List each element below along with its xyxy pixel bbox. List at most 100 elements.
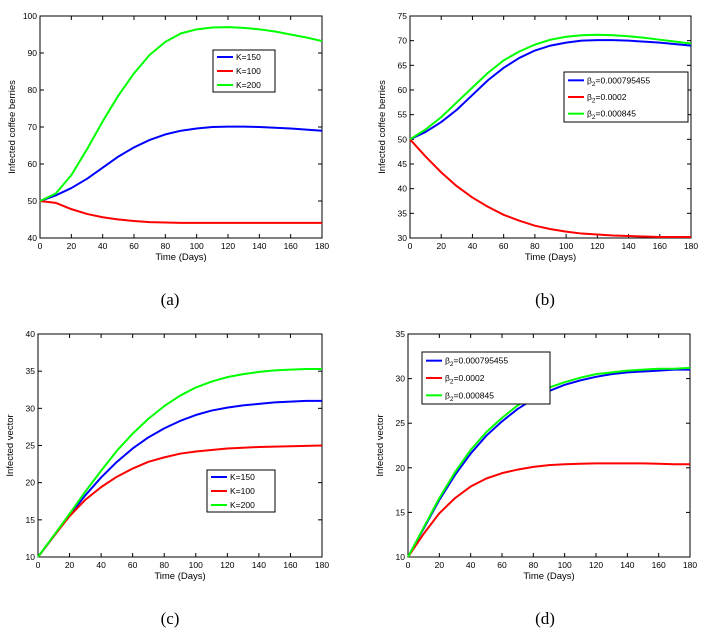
y-tick-label: 50 <box>28 196 38 206</box>
legend-label: K=200 <box>236 80 261 90</box>
x-tick-label: 20 <box>436 241 446 251</box>
legend-label-subscript: 2 <box>592 98 596 105</box>
y-axis-label: Infected vector <box>5 414 16 476</box>
legend-label-name: K=100 <box>236 66 261 76</box>
y-tick-label: 75 <box>398 11 408 21</box>
y-tick-label: 30 <box>398 233 408 243</box>
y-tick-label: 65 <box>398 60 408 70</box>
x-tick-label: 80 <box>529 560 539 570</box>
legend-label-name: K=100 <box>230 486 255 496</box>
plot-frame <box>37 333 323 558</box>
series-line-2 <box>37 444 323 558</box>
legend-label-value: =0.000845 <box>596 109 637 119</box>
y-axis-label: Infected vector <box>375 414 386 476</box>
y-tick-label: 45 <box>398 159 408 169</box>
x-tick-label: 180 <box>684 241 698 251</box>
y-tick-label: 25 <box>396 418 406 428</box>
panel-caption: (b) <box>535 290 555 309</box>
series-line-3 <box>37 367 322 558</box>
series-line-1 <box>39 125 323 202</box>
y-tick-label: 30 <box>26 403 36 413</box>
legend-label: β2=0.0002 <box>587 92 627 105</box>
y-tick-label: 20 <box>26 478 36 488</box>
x-tick-label: 0 <box>36 560 41 570</box>
legend-label-name: β <box>587 109 592 119</box>
legend-label-value: =0.000845 <box>454 390 495 400</box>
x-tick-label: 60 <box>499 241 509 251</box>
x-tick-label: 160 <box>653 241 667 251</box>
x-tick-label: 120 <box>221 241 235 251</box>
legend-label-name: K=200 <box>236 80 261 90</box>
legend-label: β2=0.000795455 <box>445 356 508 369</box>
x-tick-label: 180 <box>315 560 329 570</box>
x-tick-label: 140 <box>621 241 635 251</box>
series-line-2 <box>409 138 691 239</box>
legend-label-name: β <box>587 92 592 102</box>
panel-caption: (c) <box>161 609 180 628</box>
x-tick-label: 60 <box>129 241 139 251</box>
y-tick-label: 90 <box>28 48 38 58</box>
y-tick-label: 70 <box>28 122 38 132</box>
legend-label: K=100 <box>230 486 255 496</box>
y-tick-label: 40 <box>26 329 36 339</box>
x-tick-label: 140 <box>252 560 266 570</box>
y-tick-label: 50 <box>398 134 408 144</box>
legend-label: β2=0.0002 <box>445 373 485 386</box>
x-tick-label: 40 <box>98 241 108 251</box>
legend: K=150 K=100 K=200 <box>206 469 276 513</box>
y-tick-label: 25 <box>26 441 36 451</box>
legend-label: K=150 <box>230 472 255 482</box>
y-tick-label: 15 <box>26 515 36 525</box>
y-axis-label: Infected coffee berries <box>377 80 388 174</box>
x-tick-label: 80 <box>159 560 169 570</box>
x-tick-label: 0 <box>408 241 413 251</box>
panel-b: 0 20 40 60 80 100 120 140 160 180 30 35 40 45 50 55 60 65… <box>377 11 698 263</box>
y-tick-label: 70 <box>398 36 408 46</box>
series-line-3 <box>39 26 323 202</box>
x-tick-label: 120 <box>589 560 603 570</box>
y-tick-label: 55 <box>398 110 408 120</box>
series-line-2 <box>407 462 690 558</box>
y-tick-label: 10 <box>26 552 36 562</box>
y-tick-label: 35 <box>396 329 406 339</box>
y-tick-label: 20 <box>396 463 406 473</box>
legend-box <box>421 351 551 405</box>
x-tick-label: 160 <box>283 560 297 570</box>
series-line-2 <box>39 200 322 224</box>
y-tick-label: 80 <box>28 85 38 95</box>
y-tick-label: 35 <box>398 208 408 218</box>
x-tick-label: 180 <box>683 560 697 570</box>
x-tick-label: 80 <box>161 241 171 251</box>
x-tick-label: 40 <box>468 241 478 251</box>
x-tick-label: 160 <box>284 241 298 251</box>
panel-d: 0 20 40 60 80 100 120 140 160 180 10 15 20 25 30 35 Time… <box>375 329 697 582</box>
panel-caption: (a) <box>161 290 180 309</box>
x-tick-label: 20 <box>65 560 75 570</box>
plot-frame <box>409 15 692 239</box>
y-tick-label: 100 <box>23 11 37 21</box>
x-tick-label: 100 <box>190 241 204 251</box>
x-tick-label: 120 <box>220 560 234 570</box>
legend-label-name: K=150 <box>230 472 255 482</box>
panel-caption: (d) <box>535 609 555 628</box>
legend-label: K=200 <box>230 500 255 510</box>
series-line-3 <box>409 33 692 141</box>
legend-label-value: =0.0002 <box>454 373 485 383</box>
x-tick-label: 100 <box>558 560 572 570</box>
x-tick-label: 0 <box>406 560 411 570</box>
legend-label-name: β <box>445 356 450 366</box>
x-tick-label: 40 <box>96 560 106 570</box>
legend-label: K=150 <box>236 52 261 62</box>
legend-label-subscript: 2 <box>592 114 596 121</box>
y-tick-label: 30 <box>396 374 406 384</box>
x-axis-label: Time (Days) <box>155 252 206 263</box>
legend-box <box>563 71 689 123</box>
x-tick-label: 120 <box>590 241 604 251</box>
x-tick-label: 100 <box>559 241 573 251</box>
legend-label-name: K=150 <box>236 52 261 62</box>
y-tick-label: 60 <box>28 159 38 169</box>
legend-label-name: β <box>445 390 450 400</box>
y-tick-label: 35 <box>26 366 36 376</box>
